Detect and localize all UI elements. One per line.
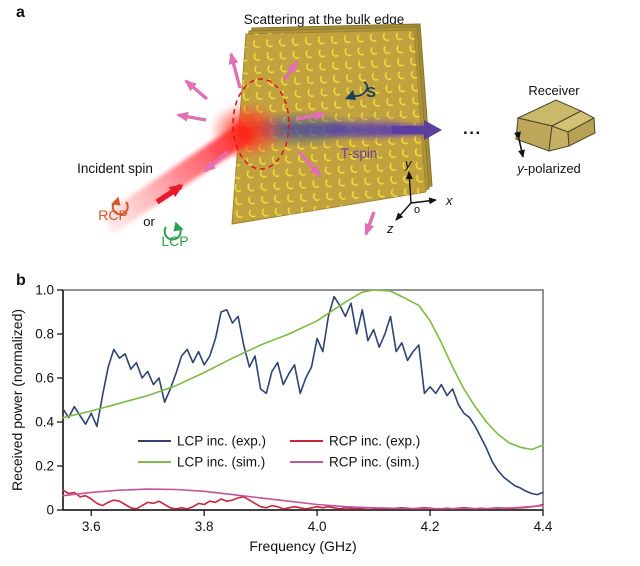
beam-band [247,123,426,137]
scattering-dashed-circle [232,78,290,170]
y-tick-label: 0.6 [35,371,54,386]
receiver-label: Receiver [528,83,580,98]
panel-a-schematic: Scattering at the bulk edge [77,12,596,249]
panel-a-title: Scattering at the bulk edge [244,12,405,27]
x-axis-title: Frequency (GHz) [249,538,356,554]
y-tick-label: 1.0 [35,283,54,298]
scatter-arrow-up-right-icon [282,60,299,81]
waveguide-front-face [567,117,596,147]
x-tick-label: 4.2 [421,519,440,534]
axis-z-label: z [386,221,394,236]
lcp-label: LCP [161,233,188,249]
x-tick-label: 3.6 [82,519,101,534]
rcp-symbol: RCP [98,196,129,223]
incident-spin-label: Incident spin [77,161,153,176]
z-axis-arrow-icon [395,202,412,221]
y-polarized-suffix: -polarized [524,161,581,176]
panel-a-label: a [16,4,25,21]
scatter-arrow-up-left-icon [184,79,209,101]
rcp-arrowhead-icon [111,196,121,206]
incident-beam [101,122,253,234]
panel-b-chart: 3.6 3.8 4.0 4.2 4.4 0 0.2 0.4 0.6 0.8 1.0 LCP inc. … [9,283,553,555]
legend-label: RCP inc. (sim.) [329,455,420,470]
panel-b-label: b [16,272,26,289]
polarization-double-arrow-icon [514,131,525,158]
coordinate-axes [395,171,437,221]
spin-arrowhead-icon [345,90,356,100]
scatter-arrow-right-icon [295,110,326,121]
scatter-arrow-down-left-icon [203,150,229,173]
legend-label: LCP inc. (sim.) [177,455,265,470]
scatter-arrow-down-right-icon [297,150,322,178]
legend-label: LCP inc. (exp.) [177,434,266,449]
lcp-symbol: LCP [161,221,189,249]
axis-y-label: y [404,156,413,171]
rcp-label: RCP [98,207,128,223]
series-rcp-inc-sim [62,488,544,510]
spin-s-label: S [366,84,376,101]
series-rcp-inc-exp [62,489,544,510]
scattered-wave-arrows [176,52,376,236]
y-polarized-label: y-polarized [516,161,581,176]
or-label: or [143,214,155,229]
t-spin-arrow [392,120,442,140]
series-lcp-inc-exp [62,295,544,496]
y-tick-label: 0.8 [35,327,54,342]
incident-arrow-icon [155,183,184,205]
scatter-arrow-left-icon [176,111,207,122]
receiver-horn [515,99,596,152]
x-tick-label: 3.8 [195,519,214,534]
y-tick-label: 0.4 [35,415,54,430]
lcp-arrowhead-icon [173,221,184,232]
y-tick-label: 0 [46,503,54,518]
x-tick-label: 4.0 [308,519,327,534]
y-axis-title: Received power (normalized) [9,309,25,491]
scatter-arrow-up-icon [228,52,242,89]
y-tick-label: 0.2 [35,459,54,474]
axis-x-label: x [445,193,453,208]
y-axis-arrow-icon [405,171,413,204]
y-polarized-prefix: y [516,161,525,176]
ellipsis-label: ... [463,119,482,138]
series-lcp-inc-sim [62,289,544,451]
t-spin-label: T-spin [341,146,378,161]
x-axis-arrow-icon [410,197,437,205]
scattering-hotspot [209,101,285,161]
legend-label: RCP inc. (exp.) [329,434,420,449]
scatter-arrow-down-icon [364,211,376,236]
spin-s-symbol: S [345,81,376,101]
x-tick-label: 4.4 [534,519,553,534]
axis-origin-label: o [414,204,420,216]
